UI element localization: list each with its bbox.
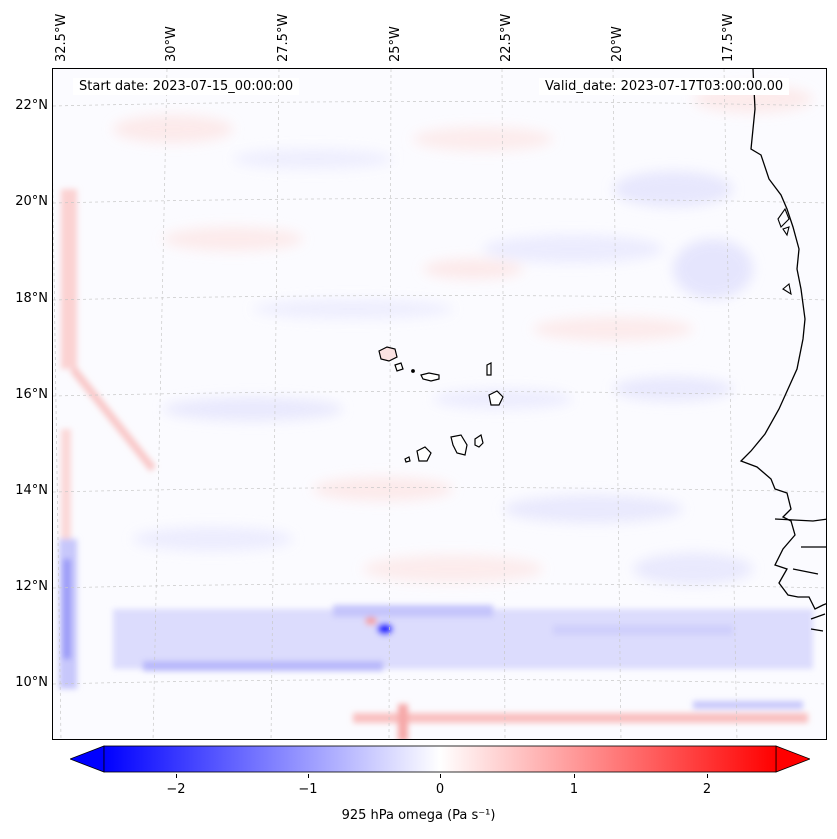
colorbar-tick-label-1: 1 (569, 782, 579, 797)
island-brava (404, 456, 411, 463)
graticule (53, 69, 826, 739)
omega-colorbar (70, 745, 810, 773)
colorbar-min-extend (70, 745, 105, 773)
lat-label-22n: 22°N (15, 98, 48, 113)
start-date-label: Start date: 2023-07-15_00:00:00 (73, 78, 300, 95)
lon-label-20w: 20°W (610, 26, 625, 62)
colorbar-tickmark-0 (440, 774, 441, 778)
island-boa-vista (488, 390, 504, 406)
colorbar-tickmark-m2 (176, 774, 177, 778)
lat-label-14n: 14°N (15, 483, 48, 498)
colorbar-tick-label-2: 2 (702, 782, 712, 797)
colorbar-tick-label-0: 0 (435, 782, 445, 797)
colorbar-tickmark-2 (707, 774, 708, 778)
colorbar-gradient (103, 745, 777, 773)
island-sal (486, 362, 492, 376)
lon-label-32-5w: 32.5°W (54, 13, 69, 62)
omega-southern-band (113, 605, 813, 739)
island-sao-nicolau (420, 372, 440, 382)
omega-field-blobs (113, 85, 813, 585)
lon-label-22-5w: 22.5°W (499, 13, 514, 62)
africa-coastline-detail (774, 518, 826, 632)
island-santa-luzia (411, 369, 415, 373)
lon-label-30w: 30°W (164, 26, 179, 62)
colorbar-tickmark-1 (574, 774, 575, 778)
lat-label-16n: 16°N (15, 387, 48, 402)
colorbar-label: 925 hPa omega (Pa s⁻¹) (341, 808, 496, 823)
lon-label-27-5w: 27.5°W (276, 13, 291, 62)
colorbar-tick-label-m1: −1 (298, 782, 318, 797)
lon-label-25w: 25°W (388, 26, 403, 62)
map-panel[interactable] (52, 68, 827, 740)
island-santiago (450, 434, 468, 456)
valid-date-label: Valid_date: 2023-07-17T03:00:00.00 (539, 78, 790, 95)
coastal-islands (777, 207, 792, 296)
island-maio (474, 434, 484, 448)
lon-label-17-5w: 17.5°W (721, 13, 736, 62)
colorbar-tickmark-m1 (308, 774, 309, 778)
africa-coastline (739, 69, 826, 610)
island-fogo (416, 446, 432, 462)
lat-label-18n: 18°N (15, 291, 48, 306)
colorbar-tick-label-m2: −2 (166, 782, 186, 797)
omega-edge-features (59, 189, 157, 689)
lat-label-20n: 20°N (15, 194, 48, 209)
island-santo-antao (378, 346, 398, 362)
omega-field-map (53, 69, 826, 739)
island-sao-vicente (394, 362, 404, 372)
colorbar-max-extend (775, 745, 810, 773)
lat-label-12n: 12°N (15, 579, 48, 594)
lat-label-10n: 10°N (15, 675, 48, 690)
cape-verde-islands (378, 346, 504, 463)
